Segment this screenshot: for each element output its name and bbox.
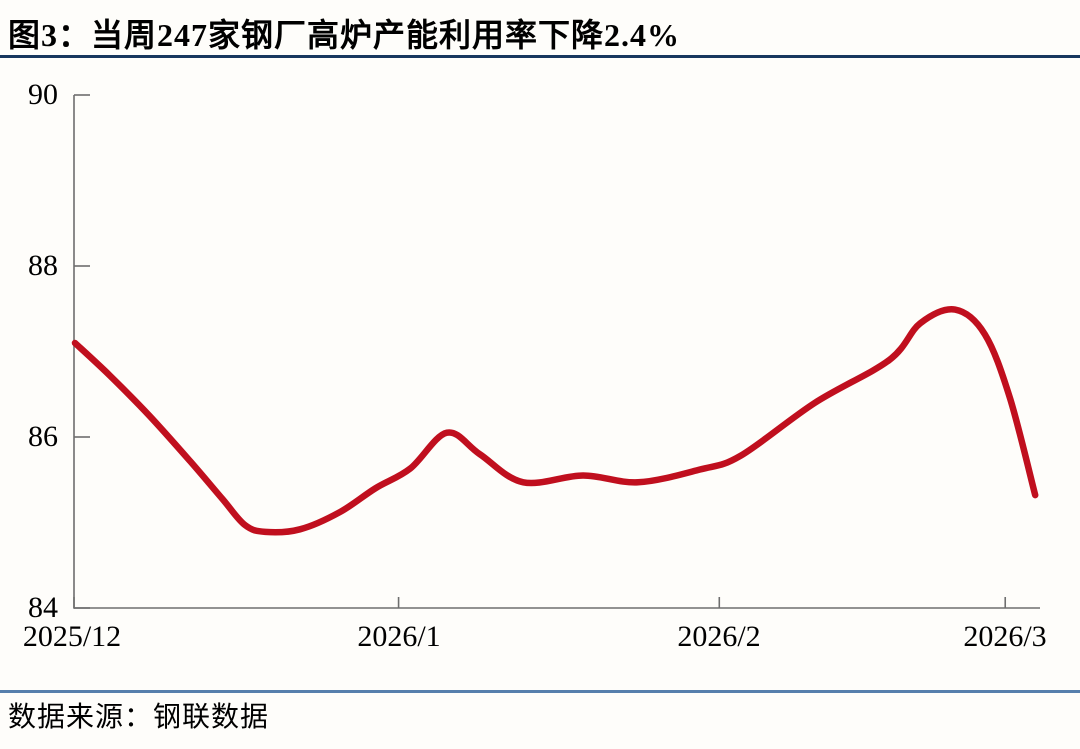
x-tick-label-2026-1: 2026/1: [357, 620, 441, 653]
line-chart: 90 88 86 84 2025/12 2026/1 2026/2 2026/3: [0, 60, 1080, 685]
axis-ticks: [73, 94, 1007, 609]
title-divider: [0, 55, 1080, 58]
utilization-line: [71, 306, 1039, 536]
y-tick-label-90: 90: [28, 78, 58, 111]
footer-divider: [0, 690, 1080, 693]
x-tick-label-2025-12: 2025/12: [22, 620, 122, 653]
y-tick-label-84: 84: [28, 591, 58, 624]
x-tick-label-2026-2: 2026/2: [677, 620, 761, 653]
figure-title: 图3：当周247家钢厂高炉产能利用率下降2.4%: [8, 17, 681, 53]
axes: [73, 95, 1040, 609]
y-tick-label-86: 86: [28, 420, 58, 453]
x-tick-label-2026-3: 2026/3: [963, 620, 1047, 653]
data-source: 数据来源：钢联数据: [8, 702, 270, 733]
y-tick-label-88: 88: [28, 249, 58, 282]
